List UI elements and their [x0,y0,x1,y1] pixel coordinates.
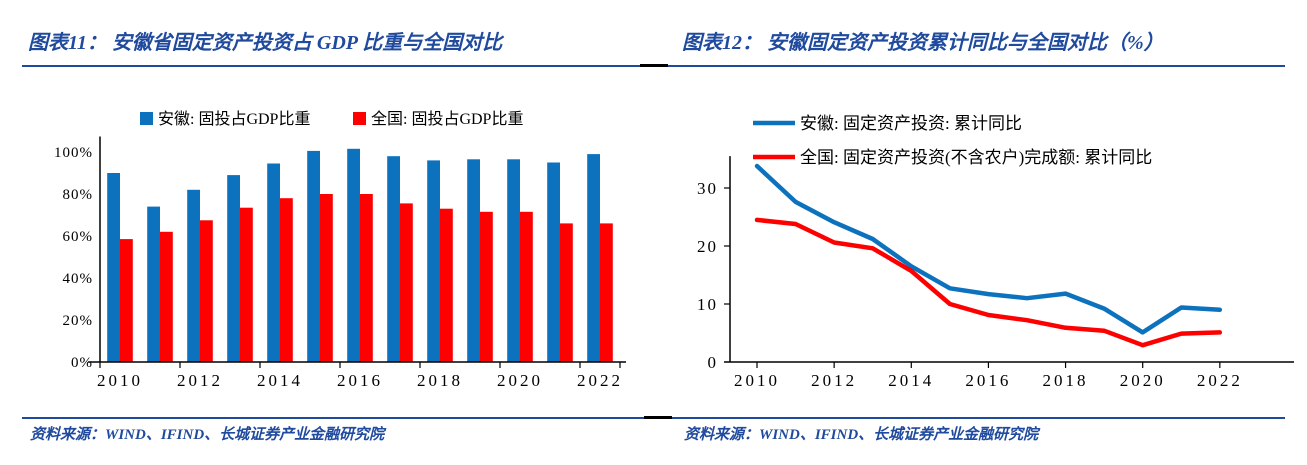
bar-series-0 [107,148,600,362]
y-tick-label: 80% [63,187,94,203]
y-tick-label: 20 [697,237,718,256]
y-tick-label: 0% [71,355,93,371]
bar [520,211,533,362]
legend-label: 安徽: 固投占GDP比重 [158,110,310,128]
x-ticks [99,362,621,368]
bar [480,211,493,362]
x-tick-label: 2012 [177,371,223,390]
x-tick-label: 2020 [1120,371,1166,390]
x-tick-label: 2018 [1043,371,1089,390]
axes [724,156,1294,363]
y-tick-label: 60% [63,229,94,245]
legend-label: 全国: 固投占GDP比重 [371,110,523,128]
legend-label: 全国: 固定资产投资(不含农户)完成额: 累计同比 [800,148,1152,167]
y-axis-labels: 0% 20% 40% 60% 80% 100% [54,145,94,371]
x-tick-label: 2010 [97,371,143,390]
figure-12-panel: 图表12： 安徽固定资产投资累计同比与全国对比（%） 安徽: 固定资产投资: 累… [654,0,1307,465]
line-series-0 [754,163,1223,335]
bar [467,159,480,362]
x-tick-label: 2012 [811,371,857,390]
legend-item: 安徽: 固投占GDP比重 [140,110,310,128]
bar [320,194,333,362]
figure-11-title: 图表11： 安徽省固定资产投资占 GDP 比重与全国对比 [28,32,503,54]
bar [280,198,293,362]
x-tick-label: 2022 [1197,371,1243,390]
figure-12-source-note: 资料来源：WIND、IFIND、长城证券产业金融研究院 [684,427,1039,443]
bar [160,231,173,362]
bar [200,220,213,363]
bar [240,207,253,362]
x-axis-labels: 2010 2012 2014 2016 2018 2020 2022 [734,371,1243,390]
source-divider-notch [644,416,672,419]
figure-11-source-note: 资料来源：WIND、IFIND、长城证券产业金融研究院 [30,427,385,443]
bar [587,154,600,362]
legend: 安徽: 固投占GDP比重 全国: 固投占GDP比重 [140,110,523,128]
bar [347,148,360,362]
y-tick-label: 0 [708,353,719,372]
x-axis-labels: 2010 2012 2014 2016 2018 2020 2022 [97,371,623,390]
bar [267,163,280,362]
bar [600,223,613,362]
legend-item: 安徽: 固定资产投资: 累计同比 [753,114,1022,133]
bar-series-1 [120,194,613,363]
bar [387,156,400,362]
x-tick-label: 2022 [577,371,623,390]
y-axis-labels: 0 10 20 30 [697,179,719,372]
bar [227,175,240,362]
bar [440,208,453,362]
x-tick-label: 2020 [497,371,543,390]
x-tick-label: 2016 [337,371,383,390]
bar [360,194,373,362]
legend-item: 全国: 固定资产投资(不含农户)完成额: 累计同比 [753,148,1152,167]
y-tick-label: 20% [63,313,94,329]
y-tick-label: 40% [63,271,94,287]
legend-swatch [140,112,153,125]
bar [507,159,520,362]
bar [120,239,133,362]
axes [88,136,626,363]
bar [147,206,160,362]
x-tick-label: 2010 [734,371,780,390]
bar [427,160,440,362]
legend-swatch [353,112,366,125]
title-divider-notch [640,64,668,67]
bar [560,223,573,362]
figure-11-panel: 图表11： 安徽省固定资产投资占 GDP 比重与全国对比 安徽: 固投占GDP比… [0,0,653,465]
x-tick-label: 2014 [257,371,303,390]
x-tick-label: 2016 [965,371,1011,390]
legend-item: 全国: 固投占GDP比重 [353,110,523,128]
bar [400,203,413,362]
line-series-1 [754,217,1223,348]
anhui-fai-gdp-ratio-bar-chart: 安徽: 固投占GDP比重 全国: 固投占GDP比重 0% 20% 40% 60% 80% 10… [54,110,626,390]
ticks [724,187,1221,368]
y-tick-label: 30 [697,179,718,198]
y-tick-label: 10 [697,295,718,314]
bar [547,162,560,362]
bar [107,173,120,362]
legend-label: 安徽: 固定资产投资: 累计同比 [800,114,1022,133]
bar [307,150,320,362]
x-tick-label: 2018 [417,371,463,390]
bar [187,189,200,362]
figure-12-title: 图表12： 安徽固定资产投资累计同比与全国对比（%） [682,32,1164,54]
x-tick-label: 2014 [888,371,934,390]
y-tick-label: 100% [54,145,93,161]
